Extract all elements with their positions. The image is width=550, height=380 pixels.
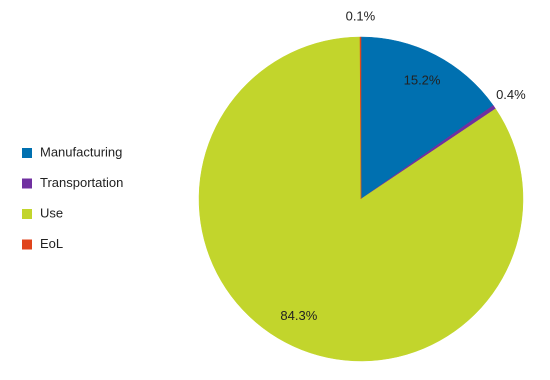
legend-swatch — [22, 209, 32, 219]
pie-slice — [359, 36, 362, 200]
legend-swatch — [22, 178, 32, 189]
legend-swatch — [22, 239, 32, 250]
pie-slice — [360, 36, 494, 200]
data-label: 0.4% — [496, 87, 526, 102]
legend-label: EoL — [40, 236, 63, 251]
legend-label: Transportation — [40, 175, 123, 190]
legend-swatch — [22, 148, 32, 158]
legend-label: Use — [40, 205, 63, 220]
legend-label: Manufacturing — [40, 144, 122, 159]
data-label: 15.2% — [404, 72, 441, 87]
data-label: 0.1% — [346, 8, 376, 23]
data-label: 84.3% — [280, 308, 317, 323]
pie-slice — [198, 36, 524, 362]
